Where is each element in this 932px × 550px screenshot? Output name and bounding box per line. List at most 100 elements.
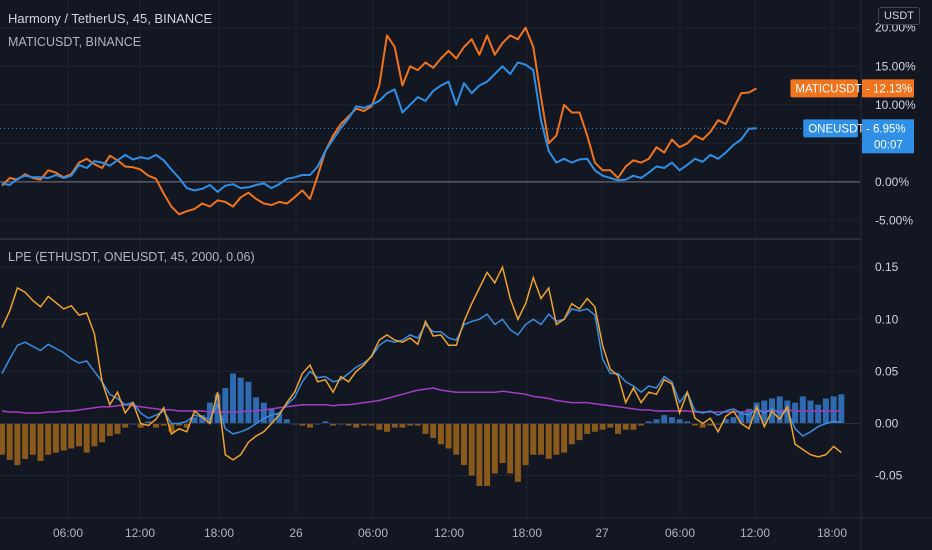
histogram-bar [22, 423, 29, 459]
histogram-bar [353, 423, 360, 428]
histogram-bar [491, 423, 498, 474]
histogram-bar [530, 423, 537, 455]
histogram-bar [422, 423, 429, 434]
histogram-bar [661, 415, 668, 424]
histogram-bar [607, 423, 614, 428]
histogram-bar [345, 423, 352, 426]
histogram-bar [538, 423, 544, 455]
axes: 06:00 12:00 18:00 26 06:00 12:00 18:00 27 06:00 1… [53, 21, 916, 540]
histogram-bar [153, 423, 159, 428]
histogram-bar [722, 419, 729, 424]
histogram-bar [384, 423, 390, 432]
histogram-bar [630, 423, 637, 430]
y-tick-label: 0.10 [875, 312, 899, 326]
y-tick-label: 15.00% [875, 59, 916, 73]
histogram-bar [60, 423, 67, 451]
x-tick-label: 12:00 [434, 526, 464, 540]
histogram-bar [0, 423, 5, 455]
histogram-bar [676, 419, 683, 424]
histogram-bar [522, 423, 529, 466]
histogram-bar [414, 423, 421, 426]
histogram-bar [753, 402, 760, 424]
chart-title[interactable]: Harmony / TetherUS, 45, BINANCE [8, 11, 213, 26]
histogram-bar [584, 423, 591, 434]
symbol-tag [790, 79, 858, 98]
histogram-bar [553, 423, 560, 455]
histogram-bar [230, 373, 236, 424]
compare-symbol-title[interactable]: MATICUSDT, BINANCE [8, 35, 142, 49]
currency-badge[interactable]: USDT [878, 7, 920, 25]
y-tick-label: 0.15 [875, 260, 899, 274]
histogram-bar [176, 423, 183, 426]
y-tick-label: 10.00% [875, 98, 916, 112]
histogram-bar [745, 408, 752, 424]
histogram-bar [214, 394, 221, 424]
histogram-bar [99, 423, 106, 443]
histogram-bar [91, 423, 98, 447]
lpe-fast-line [1, 265, 842, 461]
histogram-bar [299, 423, 306, 426]
histogram-bar [137, 423, 144, 428]
histogram-bar [692, 423, 698, 426]
value-tag-label: - 6.95% [866, 123, 906, 135]
y-tick-label: 0.00 [875, 416, 899, 430]
histogram-bar [76, 423, 82, 447]
histogram-bar [730, 417, 737, 424]
histogram-bar [638, 423, 645, 426]
histogram-bar [615, 423, 621, 434]
histogram-bar [391, 423, 398, 428]
histogram-bar [699, 423, 706, 428]
x-tick-label: 06:00 [358, 526, 388, 540]
histogram-bar [14, 423, 21, 466]
histogram-bar [645, 421, 652, 424]
histogram-bar [561, 423, 568, 453]
histogram-bar [468, 423, 475, 476]
histogram-bar [330, 423, 337, 426]
histogram-bar [6, 423, 13, 460]
histogram-bar [622, 423, 629, 430]
x-tick-label: 18:00 [817, 526, 847, 540]
price-badge-oneusdt: ONEUSDT - 6.95% 00:07 [803, 119, 914, 154]
histogram-bar [576, 423, 583, 441]
indicator-title[interactable]: LPE (ETHUSDT, ONEUSDT, 45, 2000, 0.06) [8, 250, 255, 264]
x-tick-label: 12:00 [125, 526, 155, 540]
histogram-bar [45, 423, 52, 455]
histogram-bar [707, 423, 714, 426]
histogram-bar [684, 421, 691, 424]
histogram-bar [183, 423, 190, 428]
histogram-bar [476, 423, 483, 486]
price-badge-maticusdt: MATICUSDT - 12.13% [790, 79, 914, 98]
histogram-bar [206, 402, 213, 424]
histogram-bar [191, 417, 198, 424]
histogram-bar [568, 423, 575, 445]
histogram-bar [738, 413, 745, 424]
histogram-bar [376, 423, 383, 430]
histogram-bar [461, 423, 467, 466]
histogram-bar [68, 423, 75, 449]
oneusdt-line [1, 61, 757, 193]
histogram-bar [453, 423, 460, 455]
histogram-bar [29, 423, 36, 455]
histogram-bar [322, 421, 329, 424]
histogram-bar [668, 417, 675, 424]
histogram-bar [545, 423, 552, 459]
histogram-bar [122, 423, 129, 428]
histogram-bar [399, 423, 406, 428]
histogram-bar [445, 423, 452, 449]
price-pane [0, 26, 860, 216]
value-tag [862, 119, 914, 154]
histogram-bar [792, 402, 799, 424]
histogram-bar [430, 423, 437, 439]
histogram-bar [830, 396, 837, 424]
y-tick-label: -0.05 [875, 469, 903, 483]
histogram-bar [276, 413, 283, 424]
histogram-bar [260, 402, 267, 424]
histogram-bar [106, 423, 113, 436]
x-tick-label: 27 [595, 526, 609, 540]
x-tick-label: 12:00 [740, 526, 770, 540]
histogram-bar [799, 396, 806, 424]
histogram-bar [514, 423, 521, 482]
lpe-pane [0, 265, 860, 486]
histogram-bar [838, 394, 845, 424]
